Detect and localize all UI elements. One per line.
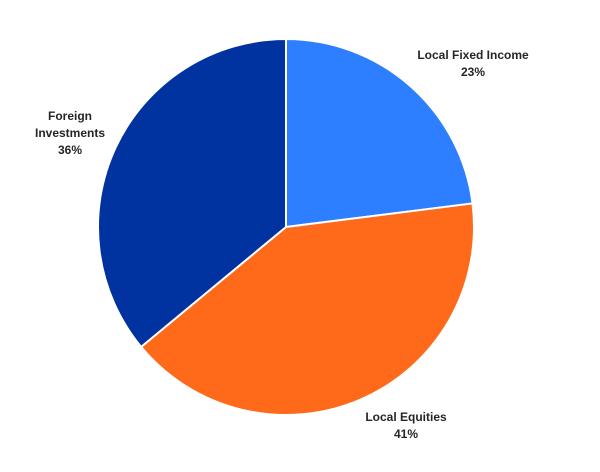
slice-name-label: Foreign: [48, 109, 92, 123]
slice-label-local-equities: Local Equities 41%: [365, 410, 447, 441]
slice-percent-label: 36%: [58, 143, 82, 157]
pie-slice-local-fixed-income: [285, 38, 474, 228]
pie-slices: [97, 38, 475, 416]
slice-label-foreign-investments: Foreign Investments 36%: [35, 109, 105, 157]
slice-percent-label: 23%: [461, 65, 485, 79]
slice-labels: Local Fixed Income 23% Local Equities 41% Fo…: [35, 48, 529, 441]
slice-name-label: Investments: [35, 126, 105, 140]
slice-label-local-fixed-income: Local Fixed Income 23%: [417, 48, 529, 79]
slice-name-label: Local Equities: [365, 410, 447, 424]
pie-slice-local-equities: [140, 202, 475, 416]
pie-slice-foreign-investments: [97, 38, 287, 348]
slice-percent-label: 41%: [394, 427, 418, 441]
slice-name-label: Local Fixed Income: [417, 48, 529, 62]
